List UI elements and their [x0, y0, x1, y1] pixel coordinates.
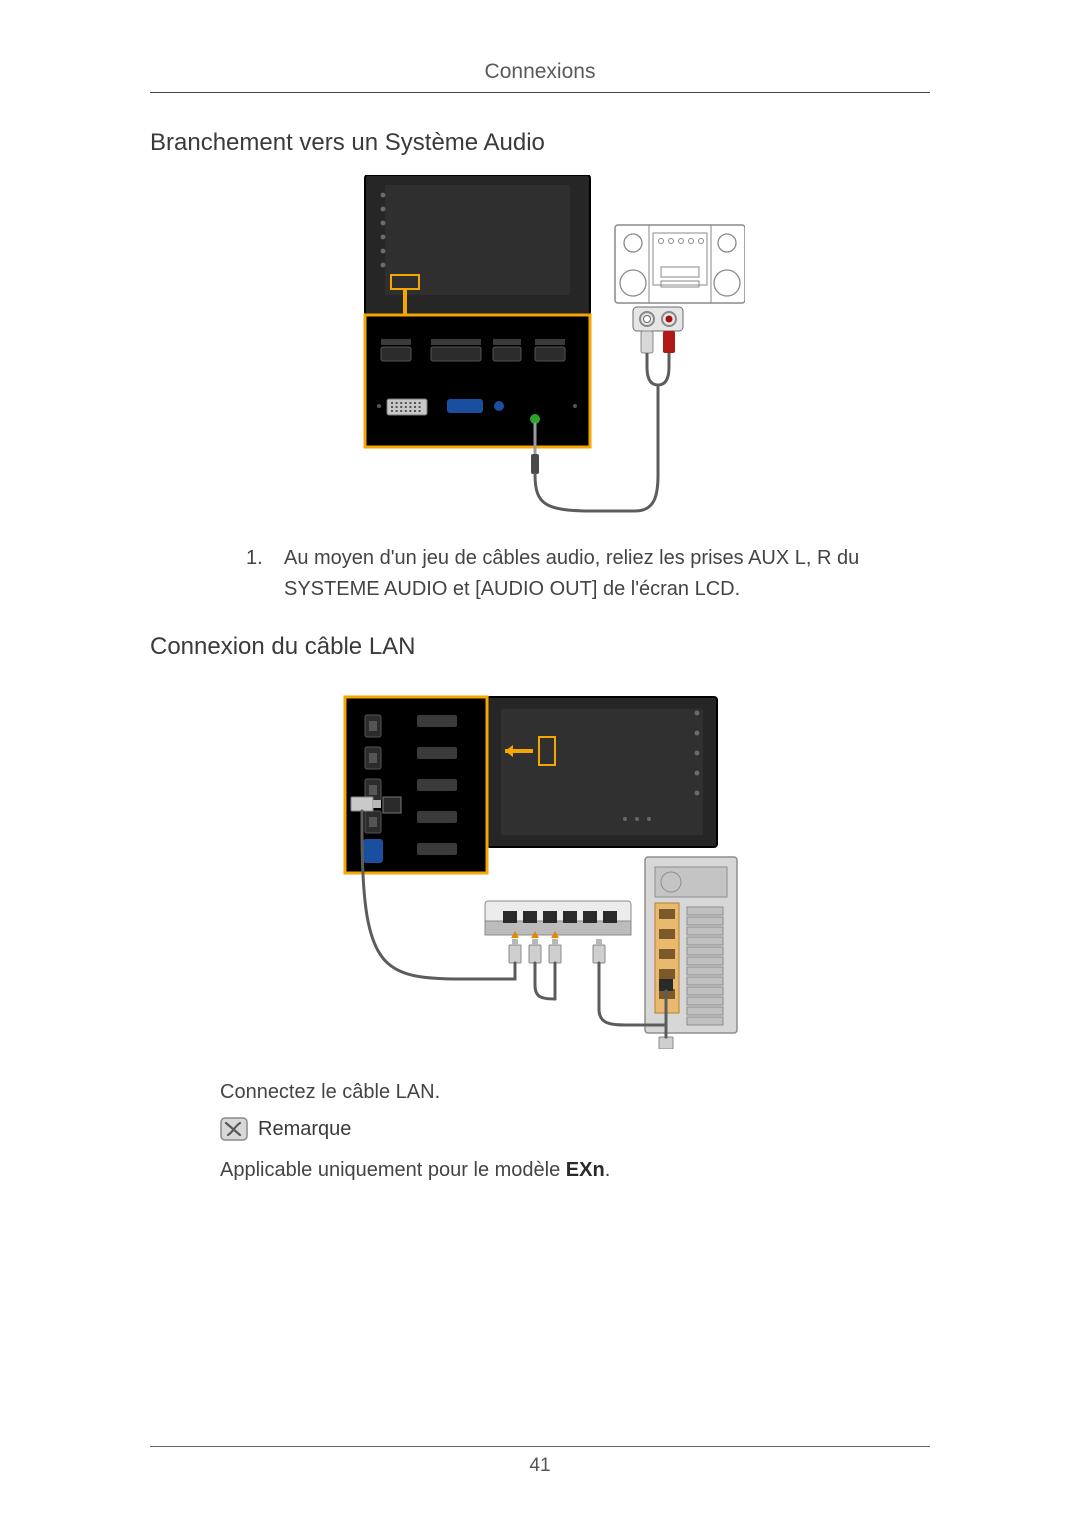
- footer-rule: [150, 1446, 930, 1447]
- section2-title: Connexion du câble LAN: [150, 633, 930, 661]
- note-row: Remarque: [220, 1117, 930, 1141]
- step-number: 1.: [246, 543, 266, 605]
- page-number: 41: [150, 1455, 930, 1477]
- body2-suffix: .: [605, 1159, 611, 1181]
- section1-step: 1. Au moyen d'un jeu de câbles audio, re…: [246, 543, 930, 605]
- section2-body1: Connectez le câble LAN.: [220, 1077, 930, 1107]
- lan-diagram: [325, 679, 755, 1049]
- figure-audio: [150, 175, 930, 515]
- step-text: Au moyen d'un jeu de câbles audio, relie…: [284, 543, 930, 605]
- body2-prefix: Applicable uniquement pour le modèle: [220, 1159, 566, 1181]
- body2-strong: EXn: [566, 1159, 605, 1181]
- section2-body2: Applicable uniquement pour le modèle EXn…: [220, 1155, 930, 1185]
- header-rule: [150, 92, 930, 93]
- note-icon: [220, 1117, 248, 1141]
- section1-title: Branchement vers un Système Audio: [150, 129, 930, 157]
- audio-diagram: [335, 175, 745, 515]
- page-header: Connexions: [150, 60, 930, 84]
- note-label: Remarque: [258, 1118, 351, 1141]
- figure-lan: [150, 679, 930, 1049]
